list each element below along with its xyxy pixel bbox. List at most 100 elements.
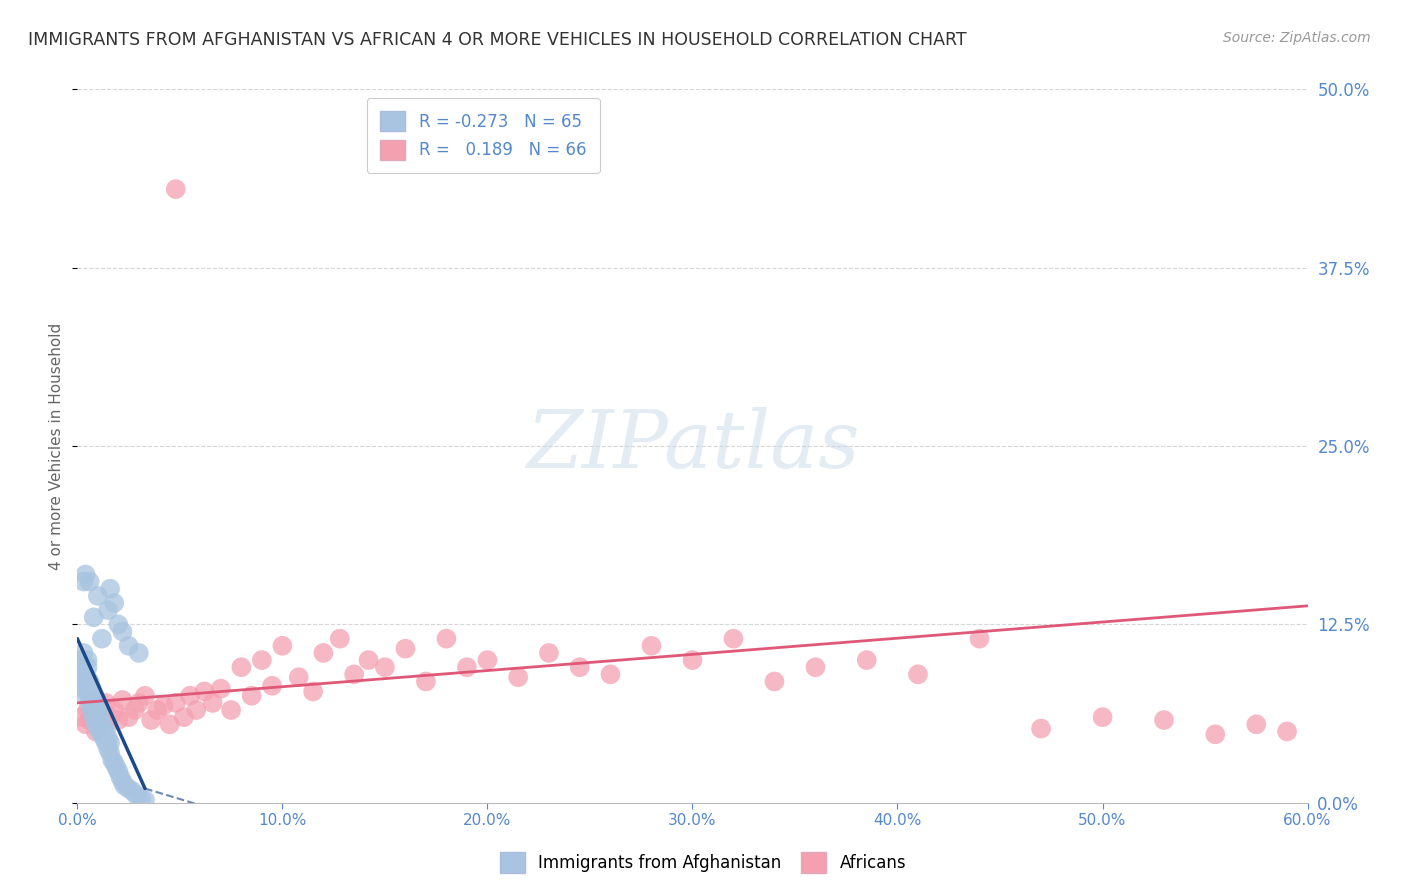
Point	[84, 707, 107, 722]
Point	[70, 660, 93, 674]
Point	[1029, 722, 1052, 736]
Point	[568, 660, 591, 674]
Point	[72, 681, 94, 696]
Point	[94, 736, 117, 750]
Point	[111, 624, 134, 639]
Point	[75, 667, 97, 681]
Point	[1091, 710, 1114, 724]
Point	[90, 632, 114, 646]
Point	[394, 641, 416, 656]
Point	[101, 753, 124, 767]
Point	[110, 770, 132, 784]
Point	[117, 639, 139, 653]
Point	[1275, 724, 1298, 739]
Point	[907, 667, 929, 681]
Point	[159, 717, 181, 731]
Point	[103, 703, 125, 717]
Point	[107, 764, 129, 779]
Point	[87, 717, 110, 731]
Point	[97, 731, 120, 746]
Point	[134, 793, 156, 807]
Point	[83, 698, 105, 713]
Point	[79, 696, 101, 710]
Text: Source: ZipAtlas.com: Source: ZipAtlas.com	[1223, 31, 1371, 45]
Point	[209, 681, 232, 696]
Point	[1153, 713, 1175, 727]
Point	[312, 646, 335, 660]
Point	[93, 722, 115, 736]
Point	[89, 703, 111, 717]
Point	[231, 660, 253, 674]
Point	[415, 674, 437, 689]
Point	[250, 653, 273, 667]
Point	[98, 710, 121, 724]
Point	[134, 689, 156, 703]
Point	[508, 670, 530, 684]
Point	[128, 646, 150, 660]
Point	[262, 679, 284, 693]
Point	[79, 713, 101, 727]
Point	[477, 653, 499, 667]
Point	[76, 703, 98, 717]
Point	[79, 689, 101, 703]
Point	[537, 646, 560, 660]
Point	[103, 756, 125, 770]
Point	[165, 182, 187, 196]
Point	[107, 713, 129, 727]
Point	[105, 760, 128, 774]
Point	[219, 703, 242, 717]
Point	[436, 632, 458, 646]
Point	[804, 660, 827, 674]
Text: IMMIGRANTS FROM AFGHANISTAN VS AFRICAN 4 OR MORE VEHICLES IN HOUSEHOLD CORRELATI: IMMIGRANTS FROM AFGHANISTAN VS AFRICAN 4…	[28, 31, 967, 49]
Point	[141, 713, 163, 727]
Point	[97, 741, 120, 756]
Point	[72, 646, 94, 660]
Point	[329, 632, 352, 646]
Point	[70, 710, 93, 724]
Point	[79, 574, 101, 589]
Point	[72, 674, 94, 689]
Point	[1246, 717, 1268, 731]
Point	[121, 784, 143, 798]
Y-axis label: 4 or more Vehicles in Household: 4 or more Vehicles in Household	[49, 322, 65, 570]
Point	[302, 684, 325, 698]
Point	[146, 703, 169, 717]
Point	[103, 596, 125, 610]
Point	[90, 717, 114, 731]
Text: ZIPatlas: ZIPatlas	[526, 408, 859, 484]
Point	[89, 713, 111, 727]
Point	[343, 667, 366, 681]
Point	[76, 681, 98, 696]
Point	[969, 632, 991, 646]
Point	[114, 779, 136, 793]
Point	[75, 567, 97, 582]
Point	[271, 639, 294, 653]
Point	[165, 696, 187, 710]
Point	[98, 582, 121, 596]
Point	[80, 693, 103, 707]
Point	[83, 707, 105, 722]
Point	[94, 724, 117, 739]
Point	[288, 670, 311, 684]
Point	[201, 696, 224, 710]
Point	[152, 698, 174, 713]
Point	[855, 653, 877, 667]
Point	[1204, 727, 1226, 741]
Point	[80, 681, 103, 696]
Point	[80, 703, 103, 717]
Point	[93, 731, 115, 746]
Point	[723, 632, 745, 646]
Point	[70, 667, 93, 681]
Point	[75, 674, 97, 689]
Point	[84, 724, 107, 739]
Point	[67, 653, 90, 667]
Point	[240, 689, 263, 703]
Point	[640, 639, 662, 653]
Point	[72, 574, 94, 589]
Legend: R = -0.273   N = 65, R =   0.189   N = 66: R = -0.273 N = 65, R = 0.189 N = 66	[367, 97, 599, 173]
Point	[84, 696, 107, 710]
Point	[111, 693, 134, 707]
Point	[83, 689, 105, 703]
Point	[357, 653, 380, 667]
Point	[87, 698, 110, 713]
